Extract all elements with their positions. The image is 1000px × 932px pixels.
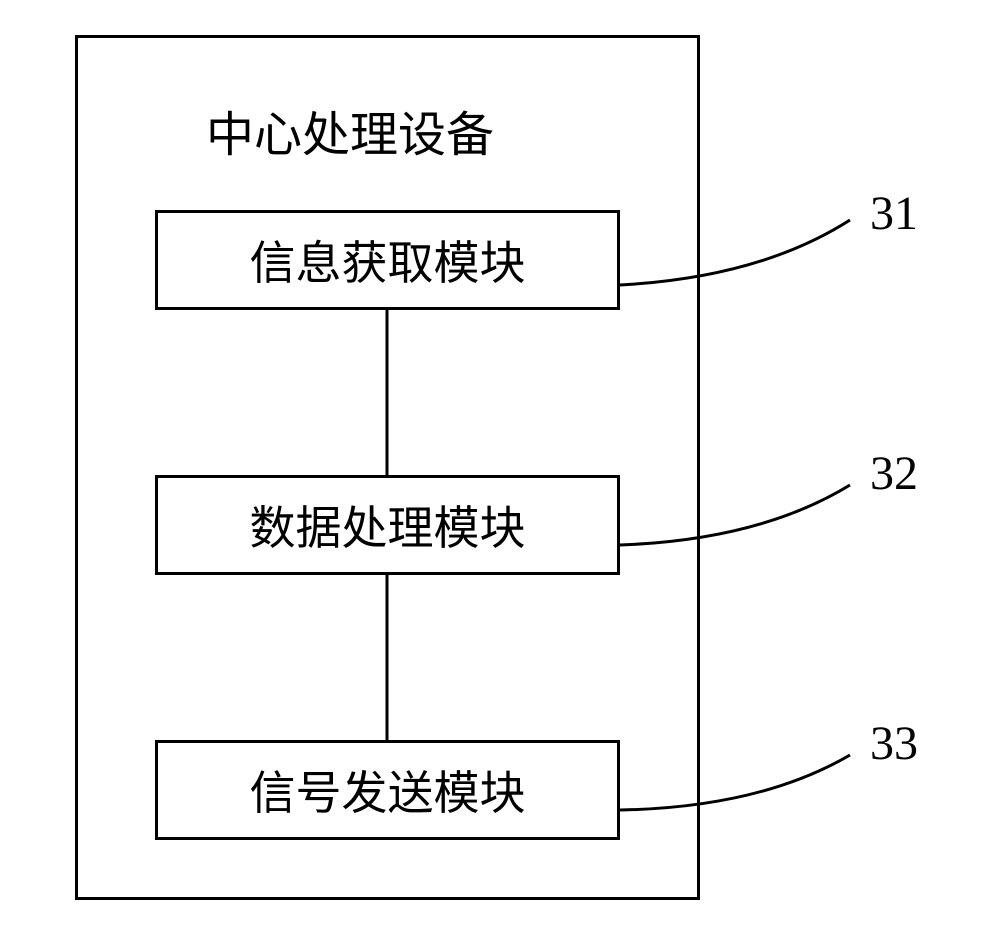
module-label: 数据处理模块 [250,492,526,558]
module-box-m1: 信息获取模块 [155,210,620,310]
module-label: 信息获取模块 [250,227,526,293]
title-text: 中心处理设备 [206,109,494,162]
diagram-title: 中心处理设备 [150,95,550,165]
module-box-m2: 数据处理模块 [155,475,620,575]
module-box-m3: 信号发送模块 [155,740,620,840]
reference-number: 33 [870,717,918,770]
reference-label-31: 31 [870,186,918,241]
diagram-canvas: 中心处理设备 信息获取模块数据处理模块信号发送模块 31 32 33 [0,0,1000,932]
module-label: 信号发送模块 [250,757,526,823]
reference-number: 31 [870,187,918,240]
reference-number: 32 [870,447,918,500]
reference-label-32: 32 [870,446,918,501]
reference-label-33: 33 [870,716,918,771]
